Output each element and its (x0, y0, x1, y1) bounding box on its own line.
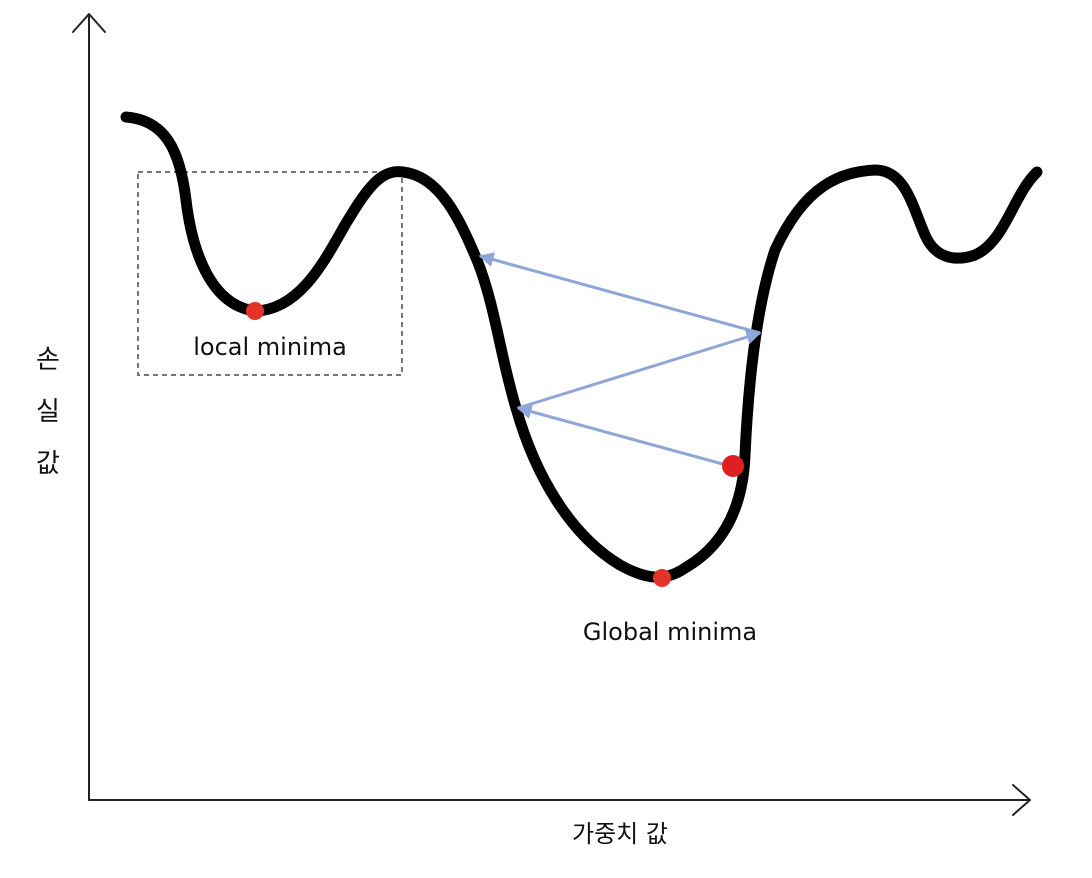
loss-curve (120, 111, 1043, 583)
y-axis-label-char-2: 실 (36, 397, 60, 427)
x-axis-label: 가중치 값 (572, 820, 668, 848)
global-minima-label: Global minima (583, 618, 757, 646)
local-minima-point (246, 302, 264, 320)
global-minima-point (653, 569, 671, 587)
y-axis-label: 손 실 값 (36, 345, 60, 479)
gradient-step-arrow-2 (517, 329, 762, 410)
gradient-steps (478, 252, 762, 468)
local-minima-box (137, 171, 403, 376)
local-minima-label: local minima (193, 333, 347, 361)
y-axis-arrowhead (72, 13, 106, 33)
gradient-step-arrow-1 (516, 404, 731, 468)
y-axis-label-char-3: 값 (36, 449, 60, 479)
gradient-step-arrow-3 (478, 252, 761, 335)
x-axis-arrowhead (1012, 784, 1031, 816)
axes (72, 13, 1031, 816)
current-position-point (722, 455, 744, 477)
y-axis-label-char-1: 손 (36, 345, 60, 375)
